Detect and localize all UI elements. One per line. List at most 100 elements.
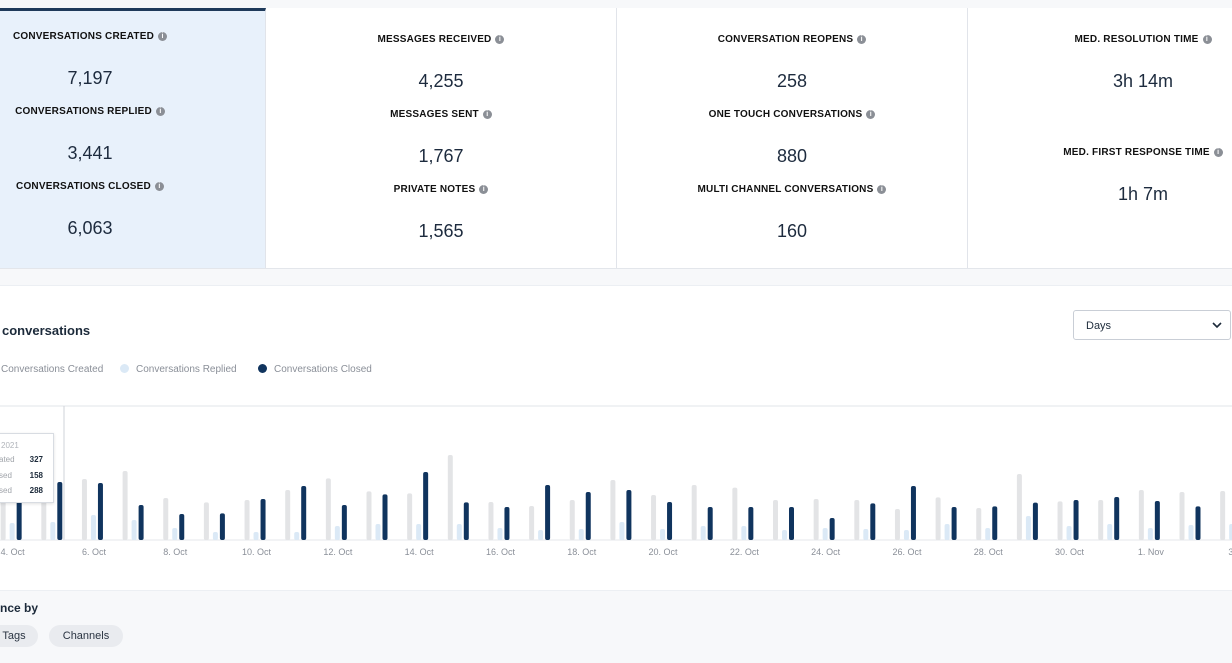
bar-replied[interactable]	[375, 524, 381, 540]
bar-closed[interactable]	[585, 492, 591, 540]
bar-closed[interactable]	[219, 513, 225, 540]
bar-created[interactable]	[813, 499, 819, 540]
bar-created[interactable]	[488, 502, 494, 540]
info-icon[interactable]: i	[154, 181, 164, 191]
bar-replied[interactable]	[619, 522, 625, 540]
bar-closed[interactable]	[870, 503, 876, 540]
bar-replied[interactable]	[863, 529, 869, 540]
bar-closed[interactable]	[260, 499, 266, 540]
bar-created[interactable]	[935, 497, 941, 540]
legend-item-replied[interactable]: Conversations Replied	[120, 363, 237, 375]
bar-replied[interactable]	[253, 532, 259, 540]
bar-closed[interactable]	[910, 486, 916, 540]
bar-created[interactable]	[691, 485, 697, 540]
bar-replied[interactable]	[1107, 524, 1113, 540]
bar-replied[interactable]	[416, 524, 422, 540]
bar-closed[interactable]	[1073, 500, 1079, 540]
bar-created[interactable]	[732, 487, 738, 540]
bar-created[interactable]	[407, 493, 413, 540]
stats-card-messages[interactable]: MESSAGES RECEIVED i 4,255 MESSAGES SENT i …	[266, 8, 617, 268]
bar-replied[interactable]	[212, 532, 218, 540]
bar-created[interactable]	[529, 506, 535, 540]
tab-channels[interactable]: Channels	[49, 625, 123, 647]
bar-created[interactable]	[894, 509, 900, 540]
bar-created[interactable]	[569, 500, 575, 540]
bar-replied[interactable]	[172, 528, 178, 540]
info-icon[interactable]: i	[158, 31, 168, 41]
bar-replied[interactable]	[1188, 525, 1194, 540]
info-icon[interactable]: i	[1202, 34, 1212, 44]
info-icon[interactable]: i	[479, 184, 489, 194]
bar-replied[interactable]	[9, 523, 15, 540]
bar-closed[interactable]	[626, 490, 632, 540]
bar-closed[interactable]	[138, 505, 144, 540]
bar-closed[interactable]	[707, 507, 713, 540]
bar-replied[interactable]	[1229, 524, 1232, 540]
bar-replied[interactable]	[538, 530, 544, 540]
bar-closed[interactable]	[16, 498, 22, 540]
bar-closed[interactable]	[463, 502, 469, 540]
bar-replied[interactable]	[1066, 526, 1072, 540]
bar-closed[interactable]	[382, 494, 388, 540]
stats-card-conversations[interactable]: CONVERSATIONS CREATED i 7,197 CONVERSATIO…	[0, 8, 266, 268]
bar-replied[interactable]	[294, 532, 300, 540]
bar-replied[interactable]	[1147, 528, 1153, 540]
bar-closed[interactable]	[341, 505, 347, 540]
bar-created[interactable]	[1057, 501, 1063, 540]
bar-closed[interactable]	[423, 472, 429, 540]
bar-replied[interactable]	[50, 522, 56, 540]
bar-closed[interactable]	[179, 514, 185, 540]
bar-closed[interactable]	[545, 485, 551, 540]
info-icon[interactable]: i	[866, 109, 876, 119]
bar-created[interactable]	[1179, 492, 1185, 540]
bar-closed[interactable]	[1154, 501, 1160, 540]
bar-replied[interactable]	[456, 524, 462, 540]
bar-closed[interactable]	[1032, 502, 1038, 540]
bar-created[interactable]	[366, 491, 372, 540]
bar-created[interactable]	[203, 502, 209, 540]
bar-created[interactable]	[244, 500, 250, 540]
bar-closed[interactable]	[748, 507, 754, 540]
bar-closed[interactable]	[301, 486, 307, 540]
bar-replied[interactable]	[700, 526, 706, 540]
tab-tags[interactable]: Tags	[0, 625, 38, 647]
bar-replied[interactable]	[90, 515, 96, 540]
bar-created[interactable]	[1220, 491, 1226, 540]
info-icon[interactable]: i	[482, 109, 492, 119]
bar-replied[interactable]	[1025, 516, 1031, 540]
bar-created[interactable]	[610, 480, 616, 540]
interval-select[interactable]: Days	[1073, 310, 1231, 340]
bar-created[interactable]	[122, 471, 128, 540]
bar-created[interactable]	[0, 492, 6, 540]
bar-created[interactable]	[773, 500, 778, 540]
info-icon[interactable]: i	[1213, 147, 1223, 157]
info-icon[interactable]: i	[857, 34, 867, 44]
bar-created[interactable]	[976, 508, 982, 540]
bar-closed[interactable]	[1114, 497, 1120, 540]
info-icon[interactable]: i	[877, 184, 887, 194]
bar-created[interactable]	[325, 478, 331, 540]
bar-closed[interactable]	[504, 507, 510, 540]
bar-closed[interactable]	[992, 506, 998, 540]
bar-closed[interactable]	[1195, 506, 1201, 540]
bar-replied[interactable]	[334, 526, 340, 540]
bar-created[interactable]	[651, 495, 657, 540]
bar-replied[interactable]	[822, 528, 828, 540]
bar-created[interactable]	[1138, 490, 1144, 540]
bar-replied[interactable]	[131, 520, 137, 540]
legend-item-created[interactable]: Conversations Created	[0, 364, 103, 375]
bar-closed[interactable]	[789, 507, 794, 540]
bar-replied[interactable]	[660, 529, 666, 540]
bar-closed[interactable]	[57, 482, 63, 540]
bar-replied[interactable]	[578, 529, 584, 540]
bar-replied[interactable]	[944, 524, 950, 540]
legend-item-closed[interactable]: Conversations Closed	[258, 363, 372, 375]
bar-created[interactable]	[285, 490, 291, 540]
bar-replied[interactable]	[497, 528, 503, 540]
bar-created[interactable]	[854, 500, 860, 540]
bar-created[interactable]	[163, 498, 169, 540]
bar-replied[interactable]	[985, 528, 991, 540]
stats-card-times[interactable]: MED. RESOLUTION TIME i 3h 14m MED. FIRST …	[968, 8, 1232, 268]
bar-created[interactable]	[1016, 474, 1022, 540]
bar-replied[interactable]	[741, 526, 747, 540]
